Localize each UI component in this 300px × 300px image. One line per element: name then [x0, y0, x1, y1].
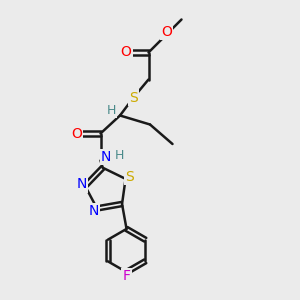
Text: N: N — [101, 150, 111, 164]
Text: S: S — [125, 170, 134, 184]
Text: F: F — [122, 269, 130, 283]
Text: H: H — [114, 148, 124, 162]
Text: O: O — [121, 46, 131, 59]
Text: H: H — [107, 103, 116, 117]
Text: O: O — [71, 127, 82, 140]
Text: N: N — [88, 204, 99, 218]
Text: S: S — [129, 91, 138, 104]
Text: N: N — [76, 178, 87, 191]
Text: O: O — [161, 25, 172, 39]
